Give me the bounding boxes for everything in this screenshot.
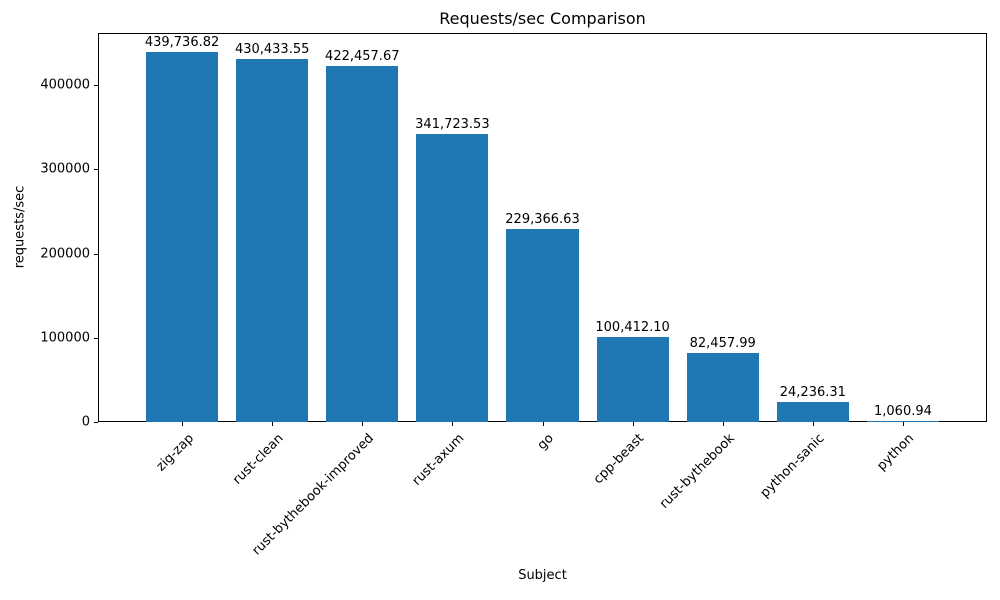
x-tick — [362, 422, 364, 426]
x-axis-label: Subject — [518, 568, 567, 583]
x-tick — [632, 422, 634, 426]
y-tick-label: 100000 — [40, 330, 90, 346]
x-tick-label: zig-zap — [153, 431, 197, 475]
x-tick-label: cpp-beast — [591, 431, 648, 488]
chart-title: Requests/sec Comparison — [439, 9, 646, 28]
x-tick-label: python — [874, 431, 918, 474]
x-tick — [182, 422, 184, 426]
y-tick-label: 200000 — [40, 246, 90, 261]
x-tick — [272, 422, 274, 426]
y-tick-label: 300000 — [40, 161, 90, 177]
y-tick — [94, 422, 98, 423]
x-tick-label: rust-bythebook — [656, 431, 738, 512]
plot-area — [98, 33, 987, 422]
x-tick — [812, 422, 814, 426]
y-tick-label: 400000 — [40, 77, 90, 93]
x-tick — [902, 422, 904, 426]
x-tick-label: python-sanic — [757, 431, 828, 501]
y-axis-label: requests/sec — [12, 185, 28, 269]
y-tick-label: 0 — [81, 414, 90, 430]
x-tick-label: rust-axum — [409, 431, 467, 489]
x-tick-label: rust-bythebook-improved — [249, 431, 377, 559]
x-tick-label: rust-clean — [230, 431, 287, 488]
x-tick — [452, 422, 454, 426]
x-tick-label: go — [535, 431, 558, 454]
x-tick — [542, 422, 544, 426]
x-tick — [722, 422, 724, 426]
